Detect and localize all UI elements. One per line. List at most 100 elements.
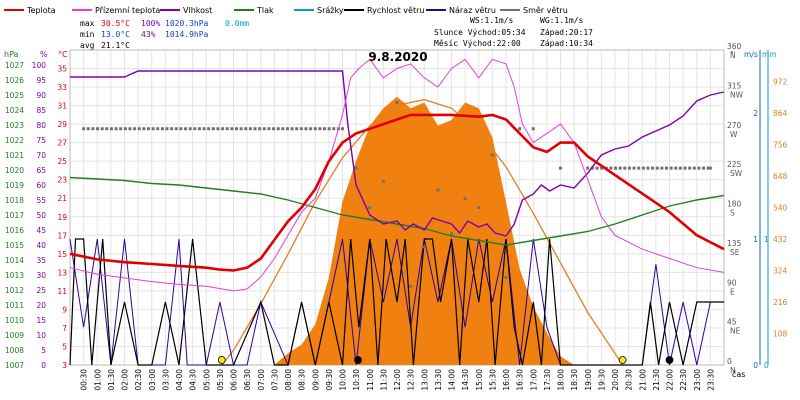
info-wg: WG:1.1m/s [540,16,584,25]
wind-direction-point [623,166,627,170]
wind-direction-point [678,166,682,170]
tick-compass: W [730,130,738,139]
tick-rain: 0 [764,361,769,370]
tick-hpa: 1023 [5,121,24,130]
stats-temp: 21.1°C [101,41,130,50]
wind-direction-point [299,127,303,131]
tick-temp: 11 [57,287,67,296]
wind-direction-point [332,127,336,131]
wind-direction-point [151,127,155,131]
wind-direction-point [221,127,225,131]
tick-time: 15:00 [475,369,484,391]
tick-radiation: 540 [773,204,788,213]
tick-dir: 0 [727,357,732,366]
wind-direction-point [618,166,622,170]
wind-direction-point [409,284,413,288]
wind-direction-point [531,127,535,131]
wind-direction-point [109,127,113,131]
tick-time: 15:30 [488,369,497,391]
tick-time: 07:30 [270,369,279,391]
wind-direction-point [188,127,192,131]
wind-direction-point [692,166,696,170]
tick-time: 18:30 [570,369,579,391]
tick-pct: 60 [36,181,46,190]
wind-direction-point [354,166,358,170]
tick-time: 01:30 [107,369,116,391]
tick-time: 13:00 [420,369,429,391]
tick-temp: 33 [57,83,67,92]
wind-direction-point [706,166,710,170]
tick-hpa: 1011 [5,301,24,310]
wind-direction-point [239,127,243,131]
wind-direction-point [436,188,440,192]
tick-time: 02:00 [121,369,130,391]
tick-time: 22:30 [679,369,688,391]
tick-hpa: 1022 [5,136,24,145]
tick-radiation: 756 [773,141,788,150]
series-theoretical-sunshine [221,98,624,366]
wind-direction-point [655,166,659,170]
wind-direction-point [119,127,123,131]
tick-dir: 180 [727,200,742,209]
tick-dir: 90 [727,278,737,287]
tick-time: 05:00 [202,369,211,391]
wind-direction-point [702,166,706,170]
tick-pct: 80 [36,121,46,130]
wind-direction-point [160,127,164,131]
axis-label-temp: °C [58,50,68,59]
wind-direction-point [327,127,331,131]
tick-temp: 3 [62,361,67,370]
info-sunset: Západ:20:17 [540,28,593,37]
tick-time: 21:00 [638,369,647,391]
legend-label: Vlhkost [183,6,212,15]
tick-time: 03:30 [161,369,170,391]
wind-direction-point [248,127,252,131]
wind-direction-point [683,166,687,170]
tick-pct: 55 [36,196,46,205]
axis-label-dir: ° [730,50,734,59]
tick-pct: 95 [36,76,46,85]
tick-time: 11:00 [366,369,375,391]
wind-direction-point [450,232,453,236]
tick-dir: 270 [727,121,742,130]
axis-label-pct: % [40,50,48,59]
tick-time: 04:30 [189,369,198,391]
tick-time: 18:00 [557,369,566,391]
tick-hpa: 1024 [5,106,24,115]
tick-time: 23:00 [693,369,702,391]
tick-time: 03:00 [148,369,157,391]
wind-direction-point [295,127,299,131]
tick-temp: 9 [62,305,67,314]
tick-time: 17:00 [529,369,538,391]
stats-pressure: 1020.3hPa [165,19,209,28]
tick-compass: NE [730,327,741,336]
tick-time: 19:30 [597,369,606,391]
legend-label: Rychlost větru [367,6,424,15]
legend-label: Náraz větru [449,6,496,15]
wind-direction-point [660,166,664,170]
wind-direction-point [490,153,494,157]
wind-direction-point [86,127,90,131]
stats-pressure: 1014.9hPa [165,30,209,39]
series-wind-speed [69,238,724,366]
tick-hpa: 1015 [5,241,24,250]
wind-direction-point [179,127,183,131]
wind-direction-point [609,166,613,170]
tick-pct: 90 [36,91,46,100]
legend-label: Teplota [26,6,56,15]
wind-direction-point [193,127,197,131]
tick-time: 12:30 [407,369,416,391]
tick-time: 16:30 [516,369,525,391]
wind-direction-point [91,127,95,131]
tick-compass: SE [730,248,740,257]
tick-temp: 17 [57,231,67,240]
wind-direction-point [207,127,211,131]
wind-direction-point [665,166,669,170]
tick-pct: 50 [36,211,46,220]
axis-label-time: čas [732,369,745,379]
tick-pct: 20 [36,301,46,310]
wind-direction-point [100,127,104,131]
legend-label: Směr větru [523,6,568,15]
wind-direction-point [133,127,137,131]
wind-direction-point [146,127,150,131]
